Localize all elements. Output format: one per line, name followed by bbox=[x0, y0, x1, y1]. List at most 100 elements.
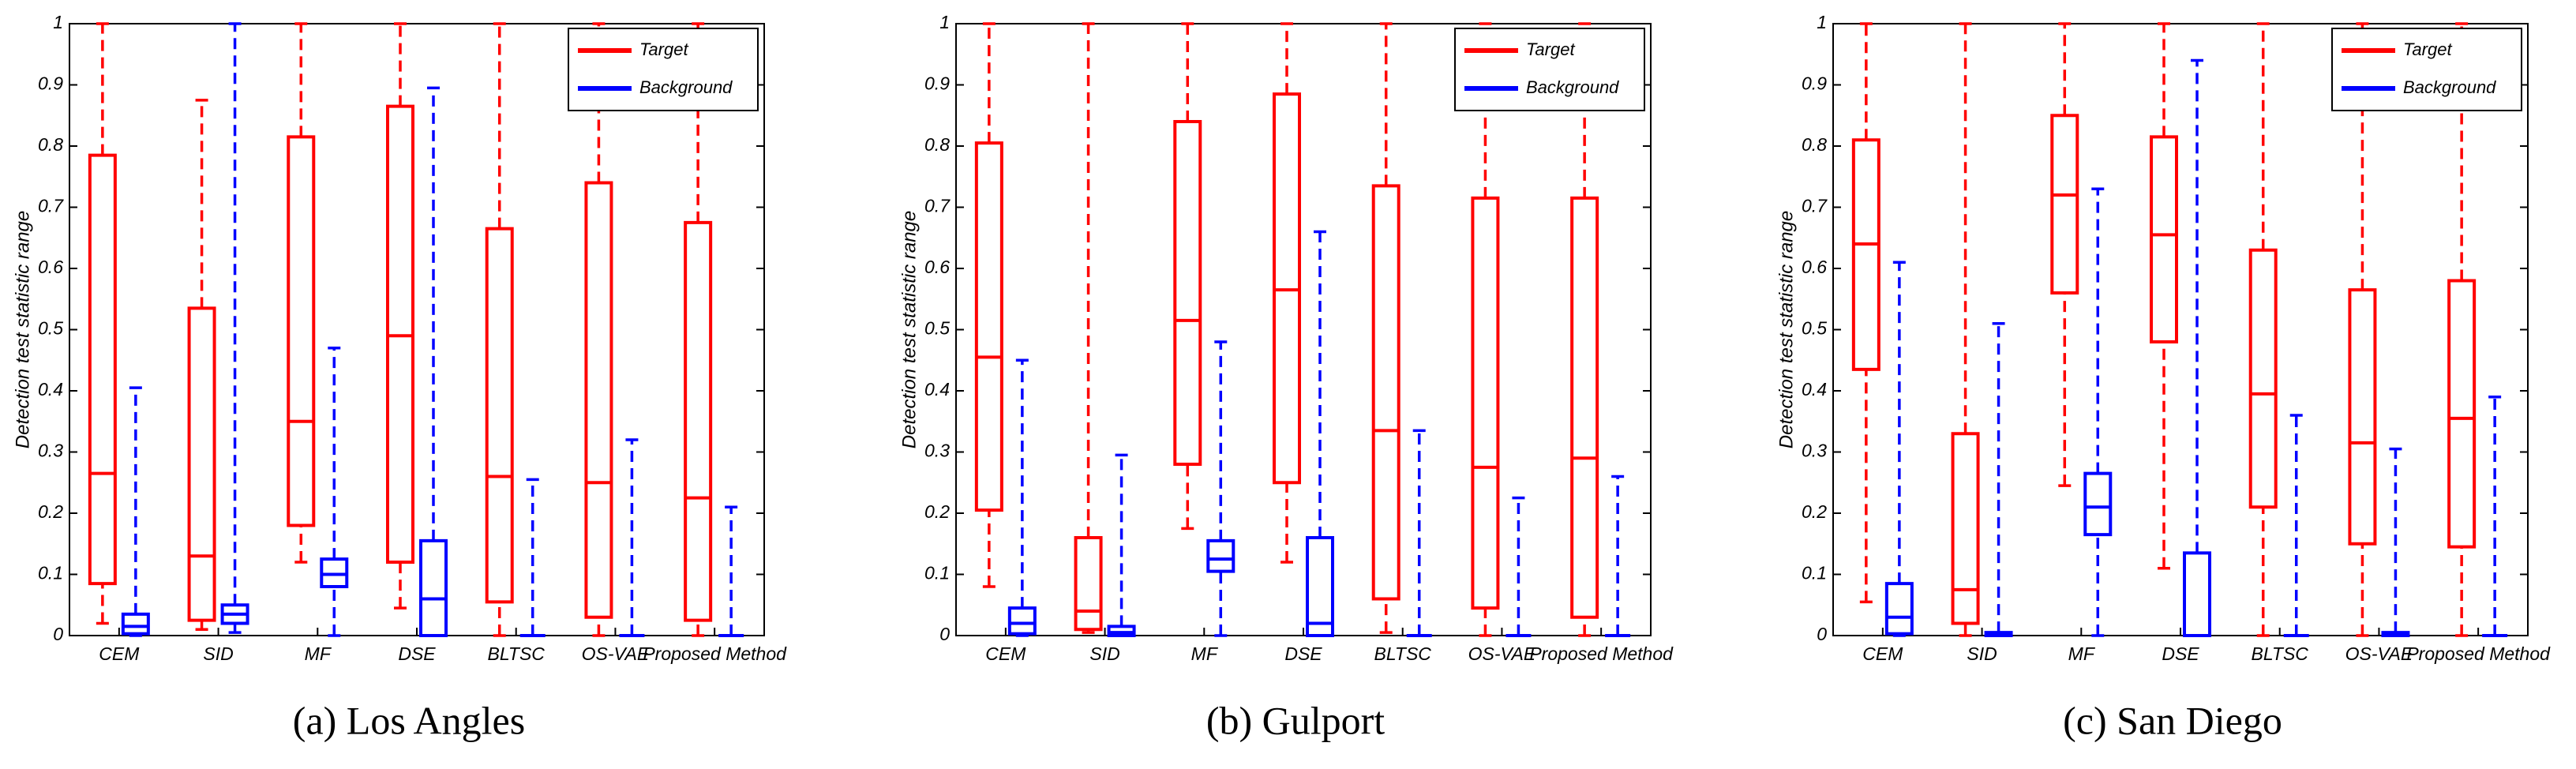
x-tick-label: DSE bbox=[1284, 643, 1322, 664]
box bbox=[88, 153, 117, 586]
legend-box bbox=[2331, 28, 2522, 111]
x-tick-label: OS-VAE bbox=[582, 643, 650, 664]
box bbox=[974, 141, 1003, 512]
box bbox=[1951, 432, 1980, 625]
x-tick-label: BLTSC bbox=[2251, 643, 2308, 664]
y-tick-label: 0.8 bbox=[38, 134, 63, 155]
caption: (c) San Diego bbox=[2063, 698, 2282, 742]
plot-frame bbox=[955, 23, 1652, 636]
y-tick-label: 0.1 bbox=[1802, 563, 1827, 583]
x-tick-label: CEM bbox=[99, 643, 140, 664]
y-tick-label: 0.2 bbox=[38, 501, 63, 522]
x-tick-label: BLTSC bbox=[487, 643, 545, 664]
box bbox=[1173, 120, 1202, 466]
y-tick-label: 0.5 bbox=[1802, 318, 1827, 339]
box bbox=[1074, 536, 1103, 632]
y-tick-label: 0.1 bbox=[924, 563, 950, 583]
x-tick-label: CEM bbox=[985, 643, 1026, 664]
box bbox=[287, 135, 316, 527]
panel: 0 0.1 0.2 0.3 0.4 0.5 0.6 0.7 0.8 0.9 1 Detection t… bbox=[12, 12, 787, 742]
y-tick-label: 0.5 bbox=[38, 318, 63, 339]
y-tick-label: 1 bbox=[1817, 12, 1827, 32]
panel: 0 0.1 0.2 0.3 0.4 0.5 0.6 0.7 0.8 0.9 1 Detection t… bbox=[1775, 12, 2551, 742]
x-tick-label: MF bbox=[1191, 643, 1219, 664]
x-tick-label: MF bbox=[305, 643, 332, 664]
x-tick-label: OS-VAE bbox=[2345, 643, 2413, 664]
x-tick-label: Proposed Method bbox=[643, 643, 787, 664]
legend-box bbox=[1454, 28, 1645, 111]
box bbox=[2447, 279, 2477, 549]
y-tick-label: 0.7 bbox=[1802, 196, 1828, 216]
box bbox=[1570, 196, 1599, 619]
box bbox=[584, 181, 613, 619]
box bbox=[1471, 196, 1500, 610]
x-tick-label: MF bbox=[2068, 643, 2096, 664]
y-axis-label: Detection test statistic range bbox=[898, 211, 920, 448]
y-tick-label: 0.3 bbox=[38, 441, 63, 461]
y-tick-label: 0.4 bbox=[38, 379, 63, 400]
legend-label: Background bbox=[1526, 77, 1619, 97]
y-tick-label: 0.7 bbox=[924, 196, 951, 216]
x-tick-label: SID bbox=[1967, 643, 1997, 664]
y-tick-label: 0.4 bbox=[924, 379, 950, 400]
caption: (a) Los Angles bbox=[293, 698, 525, 742]
legend-label: Background bbox=[2403, 77, 2496, 97]
x-tick-label: Proposed Method bbox=[1529, 643, 1674, 664]
x-tick-label: BLTSC bbox=[1374, 643, 1431, 664]
y-tick-label: 0.8 bbox=[1802, 134, 1827, 155]
y-tick-label: 0.3 bbox=[924, 441, 950, 461]
y-tick-label: 0.2 bbox=[924, 501, 950, 522]
box bbox=[485, 227, 514, 604]
x-tick-label: SID bbox=[203, 643, 233, 664]
box bbox=[2150, 135, 2178, 343]
y-tick-label: 0.6 bbox=[924, 257, 950, 277]
y-axis-label: Detection test statistic range bbox=[1775, 211, 1797, 448]
y-tick-label: 0.9 bbox=[1802, 73, 1827, 94]
box bbox=[1007, 606, 1037, 636]
box bbox=[1306, 536, 1334, 637]
y-tick-label: 0 bbox=[1817, 624, 1827, 644]
box bbox=[2348, 288, 2377, 546]
y-tick-label: 0.7 bbox=[38, 196, 64, 216]
box bbox=[1371, 184, 1400, 601]
box bbox=[419, 538, 448, 637]
legend-label: Target bbox=[2403, 39, 2452, 59]
y-tick-label: 0.5 bbox=[924, 318, 950, 339]
box bbox=[2183, 551, 2211, 637]
y-tick-label: 0.4 bbox=[1802, 379, 1827, 400]
box bbox=[2083, 471, 2113, 537]
plot-frame bbox=[1832, 23, 2529, 636]
y-tick-label: 0.8 bbox=[924, 134, 950, 155]
caption: (b) Gulport bbox=[1206, 698, 1385, 742]
box bbox=[1884, 582, 1914, 636]
legend-label: Target bbox=[639, 39, 688, 59]
y-axis-label: Detection test statistic range bbox=[12, 211, 33, 448]
box bbox=[684, 220, 713, 622]
box bbox=[187, 306, 216, 622]
box bbox=[121, 612, 150, 636]
y-tick-label: 0.6 bbox=[38, 257, 63, 277]
box bbox=[1851, 138, 1880, 371]
y-tick-label: 0.9 bbox=[924, 73, 950, 94]
panel: 0 0.1 0.2 0.3 0.4 0.5 0.6 0.7 0.8 0.9 1 Detection t… bbox=[898, 12, 1674, 742]
y-tick-label: 0 bbox=[53, 624, 63, 644]
y-tick-label: 0.6 bbox=[1802, 257, 1827, 277]
box bbox=[2050, 114, 2079, 294]
x-tick-label: OS-VAE bbox=[1468, 643, 1536, 664]
x-tick-label: DSE bbox=[2162, 643, 2199, 664]
y-tick-label: 0.1 bbox=[38, 563, 63, 583]
y-tick-label: 0.2 bbox=[1802, 501, 1827, 522]
y-tick-label: 0 bbox=[939, 624, 950, 644]
box bbox=[1206, 538, 1236, 573]
x-tick-label: DSE bbox=[398, 643, 436, 664]
box bbox=[2248, 248, 2278, 509]
y-tick-label: 0.3 bbox=[1802, 441, 1827, 461]
legend-label: Background bbox=[639, 77, 733, 97]
plot-frame bbox=[69, 23, 765, 636]
x-tick-label: Proposed Method bbox=[2406, 643, 2551, 664]
x-tick-label: CEM bbox=[1862, 643, 1903, 664]
y-tick-label: 0.9 bbox=[38, 73, 63, 94]
y-tick-label: 1 bbox=[939, 12, 950, 32]
